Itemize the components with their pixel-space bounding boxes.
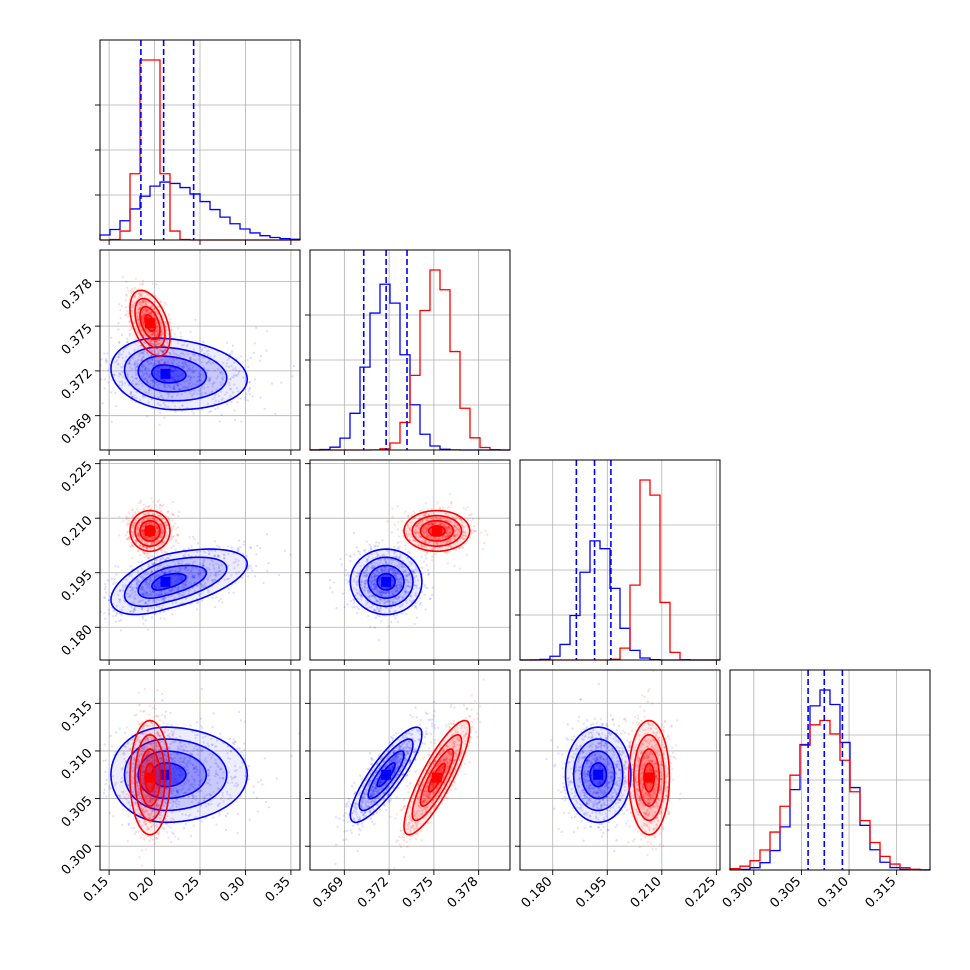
scatter-frame-3-1 [309, 669, 511, 871]
contour-3-0-series-1-level-2 [139, 748, 161, 808]
scatter-frame-2-1 [309, 459, 511, 661]
contour-2-1-series-0-level-3 [376, 572, 396, 591]
scatter-panel-3-1 [305, 669, 511, 875]
contour-2-1-series-1-level-0 [403, 509, 471, 553]
contour-2-1-series-1-level-2 [419, 519, 455, 542]
scatter-frame-2-0 [99, 459, 301, 661]
contour-3-1-series-1-level-0 [403, 719, 471, 836]
scatter-frame-3-2 [519, 669, 721, 871]
contour-2-0-series-1-level-0 [129, 509, 171, 553]
contour-3-1-series-1-level-1 [411, 733, 463, 822]
scatter-panel-2-0 [95, 459, 301, 665]
histogram-panel-0 [95, 39, 301, 245]
density-peak-2-0-series-0 [160, 576, 171, 587]
histogram-panel-2 [515, 459, 721, 665]
contour-3-0-series-1-level-0 [129, 719, 171, 836]
contour-1-0-series-0-level-2 [137, 355, 208, 393]
contour-1-0-series-0-level-3 [150, 364, 187, 384]
contour-1-0-series-0-level-0 [110, 337, 249, 411]
density-peak-2-1-series-1 [431, 525, 442, 536]
density-peak-2-0-series-1 [145, 525, 155, 536]
density-peak-2-1-series-0 [381, 576, 392, 587]
contour-2-0-series-0-level-3 [150, 572, 187, 591]
contour-3-0-series-0-level-1 [123, 738, 228, 812]
contour-1-0-series-1-level-0 [129, 289, 171, 357]
contour-2-1-series-0-level-0 [349, 548, 423, 616]
contour-3-2-series-0-level-2 [580, 750, 616, 800]
scatter-panel-3-2 [515, 669, 721, 875]
contour-3-0-series-0-level-0 [110, 726, 249, 824]
contour-3-1-series-0-level-0 [349, 726, 423, 824]
density-peak-3-1-series-1 [431, 772, 442, 783]
contour-2-0-series-1-level-2 [139, 519, 161, 542]
contour-3-2-series-1-level-3 [643, 762, 656, 793]
density-peak-3-2-series-1 [644, 772, 655, 783]
contour-2-0-series-0-level-2 [137, 564, 208, 600]
histogram-frame-0 [99, 39, 301, 241]
scatter-panel-2-1 [305, 459, 511, 665]
contour-1-0-series-1-level-2 [139, 305, 161, 341]
contour-2-1-series-1-level-1 [411, 514, 463, 548]
scatter-frame-3-0 [99, 669, 301, 871]
contour-2-0-series-1-level-1 [134, 514, 166, 548]
contour-2-0-series-0-level-0 [110, 548, 249, 616]
contour-1-0-series-0-level-1 [123, 346, 228, 402]
scatter-panel-1-0 [95, 249, 301, 455]
density-peak-1-0-series-0 [160, 368, 171, 379]
contour-3-0-series-1-level-1 [134, 733, 166, 822]
histogram-panel-1 [305, 249, 511, 455]
histogram-frame-2 [519, 459, 721, 661]
histogram-panel-3 [725, 669, 931, 875]
contour-3-2-series-1-level-0 [627, 719, 671, 836]
contour-3-1-series-0-level-2 [367, 750, 405, 800]
density-peak-1-0-series-1 [145, 318, 155, 329]
histogram-frame-3 [729, 669, 931, 871]
scatter-frame-1-0 [99, 249, 301, 451]
contour-2-0-series-0-level-1 [123, 556, 228, 608]
scatter-panel-3-0 [95, 669, 301, 875]
contour-3-2-series-0-level-1 [572, 738, 624, 812]
contour-3-1-series-0-level-1 [358, 738, 414, 812]
contour-3-1-series-1-level-2 [419, 748, 455, 808]
hist-3-series-1 [729, 719, 931, 871]
contour-3-2-series-0-level-0 [564, 726, 632, 824]
contour-3-2-series-1-level-2 [638, 748, 661, 808]
histogram-frame-1 [309, 249, 511, 451]
contour-2-1-series-0-level-1 [358, 556, 414, 608]
contour-3-0-series-0-level-2 [137, 750, 208, 800]
contour-1-0-series-1-level-1 [134, 297, 166, 349]
density-peak-3-0-series-1 [145, 772, 155, 783]
contour-3-2-series-0-level-3 [589, 762, 608, 788]
contour-2-1-series-0-level-2 [367, 564, 405, 600]
contour-3-2-series-1-level-1 [632, 733, 666, 822]
density-peak-3-2-series-0 [593, 769, 604, 780]
density-peak-3-1-series-0 [381, 769, 392, 780]
